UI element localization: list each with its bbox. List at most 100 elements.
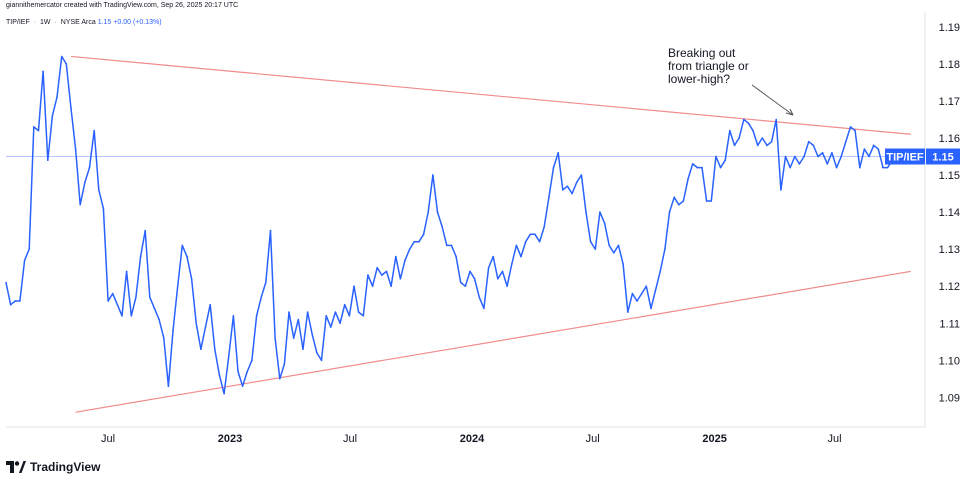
data-point <box>729 129 731 132</box>
data-point <box>292 337 295 339</box>
data-point <box>450 244 453 247</box>
legend-exchange: NYSE Arca <box>60 19 96 26</box>
data-point <box>645 285 648 288</box>
data-point <box>575 181 578 184</box>
data-point <box>214 348 216 351</box>
data-point <box>74 148 77 150</box>
data-point <box>232 315 235 317</box>
data-point <box>23 259 26 262</box>
price-label: TIP/IEF 1.15 <box>885 148 960 165</box>
data-point <box>385 270 388 273</box>
data-point <box>376 266 379 269</box>
data-point <box>5 281 7 284</box>
data-point <box>65 63 68 65</box>
data-point <box>766 144 768 147</box>
symbol-legend[interactable]: TIP/IEF · 1W · NYSE Arca 1.15 +0.00 (+0.… <box>6 19 162 26</box>
y-tick-label: 1.18 <box>939 59 960 71</box>
data-point <box>334 311 337 313</box>
data-point <box>223 392 225 395</box>
series <box>5 55 898 395</box>
data-point <box>181 244 184 247</box>
data-point <box>116 303 119 306</box>
data-point <box>497 278 499 280</box>
data-point <box>339 322 341 325</box>
data-point <box>255 315 258 317</box>
trendlines[interactable] <box>70 55 911 413</box>
legend-symbol[interactable]: TIP/IEF <box>6 19 30 26</box>
data-point <box>288 311 290 313</box>
y-tick-label: 1.12 <box>939 281 960 293</box>
data-point <box>668 211 671 213</box>
arrow-head-icon <box>785 108 794 116</box>
data-point <box>274 337 276 339</box>
y-tick-label: 1.11 <box>939 318 960 330</box>
data-point <box>831 152 833 154</box>
data-point <box>367 274 369 276</box>
legend-separator: · <box>33 19 37 26</box>
data-point <box>283 363 286 365</box>
data-point <box>743 118 745 121</box>
data-point <box>42 70 44 73</box>
data-point <box>149 296 151 299</box>
data-point <box>381 274 383 276</box>
data-point <box>218 374 221 376</box>
data-point <box>320 359 323 362</box>
data-point <box>93 129 95 132</box>
data-point <box>752 129 754 132</box>
annotation[interactable]: Breaking out from triangle or lower-high… <box>668 46 794 116</box>
data-point <box>599 211 601 213</box>
data-point <box>70 107 72 110</box>
data-point <box>756 144 759 147</box>
data-point <box>585 211 587 213</box>
data-point <box>98 189 100 191</box>
data-point <box>520 255 522 258</box>
data-point <box>473 278 476 280</box>
y-tick-label: 1.17 <box>939 96 960 108</box>
data-point <box>826 163 829 165</box>
annotation-line: lower-high? <box>668 72 730 86</box>
data-point <box>868 155 870 158</box>
data-point <box>691 163 694 165</box>
data-point <box>325 315 328 317</box>
data-point <box>877 148 880 150</box>
data-point <box>784 155 787 158</box>
data-point <box>557 152 559 154</box>
data-point <box>209 303 211 306</box>
data-point <box>172 329 174 332</box>
data-point <box>330 326 332 328</box>
data-point <box>251 359 253 362</box>
data-point <box>14 300 17 302</box>
tradingview-watermark[interactable]: TradingView <box>6 460 100 474</box>
data-point <box>715 155 717 158</box>
legend-change: +0.00 (+0.13%) <box>113 19 162 26</box>
axes: 1.09 1.10 1.11 1.12 1.13 1.14 1.15 1.16 1.17 1.18… <box>6 12 960 445</box>
data-point <box>56 96 58 98</box>
legend-interval[interactable]: 1W <box>39 19 51 26</box>
data-point <box>125 270 128 273</box>
data-point <box>446 244 448 247</box>
data-point <box>617 244 620 247</box>
trendline-upper[interactable] <box>70 55 911 135</box>
y-tick-label: 1.10 <box>939 355 960 367</box>
x-tick-label: Jul <box>586 433 600 445</box>
y-tick-label: 1.13 <box>939 244 960 256</box>
data-point <box>817 155 819 158</box>
data-point <box>529 233 532 236</box>
legend-last-price: 1.15 <box>97 19 112 26</box>
data-point <box>33 126 35 128</box>
x-tick-label: 2023 <box>218 433 242 445</box>
data-point <box>664 248 666 250</box>
data-point <box>269 229 272 232</box>
data-point <box>845 140 847 143</box>
tradingview-logo-icon <box>6 461 26 473</box>
data-point <box>260 296 263 299</box>
data-point <box>371 285 374 288</box>
data-point <box>622 263 624 265</box>
data-point <box>501 270 504 273</box>
data-point <box>158 318 160 321</box>
data-point <box>418 240 420 243</box>
trendline-lower[interactable] <box>75 270 911 413</box>
data-point <box>478 296 481 299</box>
data-point <box>227 355 230 358</box>
